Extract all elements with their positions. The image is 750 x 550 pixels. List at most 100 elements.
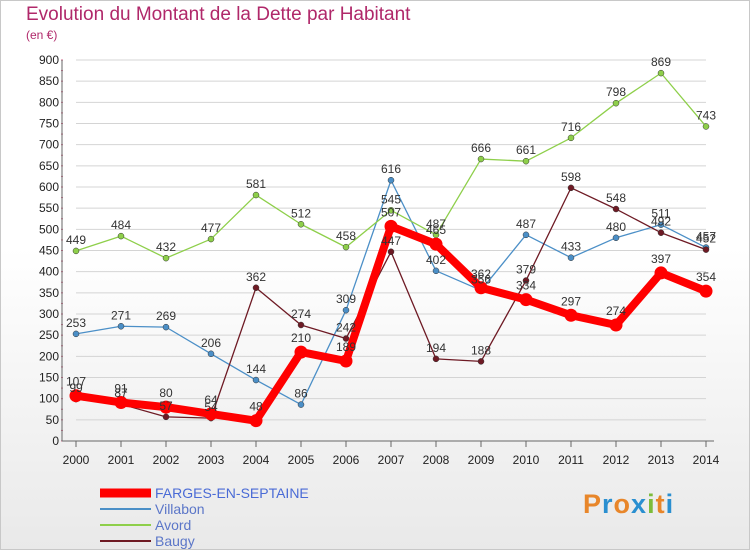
legend-label: FARGES-EN-SEPTAINE bbox=[155, 485, 309, 501]
data-label: 91 bbox=[114, 381, 128, 395]
data-label: 743 bbox=[696, 108, 716, 122]
data-point bbox=[252, 191, 260, 199]
y-tick-label: 550 bbox=[39, 201, 59, 215]
data-point bbox=[612, 205, 620, 213]
legend-label: Avord bbox=[155, 517, 191, 533]
data-point bbox=[567, 254, 575, 261]
y-tick-labels: 0 50 100 150 200 250 300 350 400 450 500 550 600 650 7… bbox=[39, 53, 59, 448]
data-point bbox=[159, 400, 173, 414]
data-label: 297 bbox=[561, 294, 581, 308]
data-point bbox=[429, 237, 443, 251]
data-label: 484 bbox=[111, 218, 131, 232]
data-point bbox=[117, 323, 125, 330]
data-label: 397 bbox=[651, 252, 671, 266]
data-label: 354 bbox=[696, 270, 716, 284]
data-label: 80 bbox=[159, 386, 173, 400]
data-label: 362 bbox=[246, 270, 266, 284]
y-tick-label: 750 bbox=[39, 117, 59, 131]
legend-label: Villabon bbox=[155, 501, 205, 517]
y-tick-label: 800 bbox=[39, 95, 59, 109]
data-label: 492 bbox=[651, 215, 671, 229]
data-label: 433 bbox=[561, 240, 581, 254]
data-labels: 253 271 269 206 144 86 309 616 402 356 487 433 480 51… bbox=[66, 55, 716, 414]
chart-unit: (en €) bbox=[26, 28, 58, 42]
y-tick-label: 500 bbox=[39, 222, 59, 236]
data-label: 716 bbox=[561, 120, 581, 134]
x-tick-label: 2000 bbox=[63, 453, 90, 467]
y-tick-label: 700 bbox=[39, 138, 59, 152]
data-point bbox=[297, 321, 305, 329]
data-point bbox=[162, 323, 170, 331]
data-point bbox=[474, 281, 488, 295]
data-label: 99 bbox=[69, 381, 83, 395]
data-label: 598 bbox=[561, 170, 581, 184]
data-point bbox=[702, 246, 710, 253]
y-tick-label: 400 bbox=[39, 265, 59, 279]
logo-letter: o bbox=[613, 489, 632, 519]
data-label: 86 bbox=[294, 387, 308, 401]
data-point bbox=[339, 354, 353, 368]
data-point bbox=[204, 407, 218, 421]
data-label: 87 bbox=[114, 386, 128, 400]
y-tick-label: 150 bbox=[39, 371, 59, 385]
data-point bbox=[249, 414, 263, 428]
data-label: 480 bbox=[606, 220, 626, 234]
x-tick-labels: 2000 2001 2002 2003 2004 2005 2006 2007 2008 2009… bbox=[63, 453, 720, 467]
data-label: 545 bbox=[381, 192, 401, 206]
data-label: 616 bbox=[381, 162, 401, 176]
x-tick-label: 2012 bbox=[603, 453, 630, 467]
data-point bbox=[654, 266, 668, 280]
x-tick-label: 2004 bbox=[243, 453, 270, 467]
axes bbox=[61, 59, 714, 447]
data-point bbox=[117, 232, 125, 240]
data-point bbox=[477, 358, 485, 365]
data-point bbox=[114, 395, 128, 409]
data-label: 869 bbox=[651, 55, 671, 69]
x-tick-label: 2008 bbox=[423, 453, 450, 467]
y-tick-label: 900 bbox=[39, 53, 59, 67]
data-point bbox=[387, 207, 395, 214]
x-tick-label: 2006 bbox=[333, 453, 360, 467]
data-point bbox=[702, 123, 710, 130]
y-tick-label: 650 bbox=[39, 159, 59, 173]
y-tick-label: 200 bbox=[39, 349, 59, 363]
data-label: 449 bbox=[66, 233, 86, 247]
data-point bbox=[72, 330, 80, 338]
data-point bbox=[477, 155, 485, 163]
y-tick-label: 250 bbox=[39, 328, 59, 342]
data-point bbox=[657, 229, 665, 236]
data-label: 452 bbox=[696, 232, 716, 246]
data-label: 661 bbox=[516, 143, 536, 157]
x-tick-label: 2003 bbox=[198, 453, 225, 467]
data-label: 274 bbox=[291, 307, 311, 321]
data-label: 548 bbox=[606, 191, 626, 205]
logo-letter: x bbox=[631, 489, 648, 519]
logo-letter: i bbox=[647, 489, 656, 519]
data-label: 511 bbox=[651, 207, 670, 221]
x-tick-label: 2013 bbox=[648, 453, 675, 467]
data-point bbox=[297, 401, 305, 408]
x-tick-label: 2002 bbox=[153, 453, 180, 467]
logo-letter: t bbox=[655, 489, 666, 519]
grid-lines bbox=[76, 59, 706, 421]
data-label: 512 bbox=[291, 206, 311, 220]
x-tick-label: 2011 bbox=[558, 453, 584, 467]
data-label: 57 bbox=[159, 399, 173, 413]
data-label: 210 bbox=[291, 331, 311, 345]
data-label: 465 bbox=[426, 223, 446, 237]
data-point bbox=[564, 308, 578, 322]
data-label: 253 bbox=[66, 316, 86, 330]
data-label: 798 bbox=[606, 85, 626, 99]
data-point bbox=[69, 389, 83, 403]
data-label: 189 bbox=[336, 340, 356, 354]
data-point bbox=[384, 219, 398, 233]
data-point bbox=[567, 134, 575, 142]
data-label: 457 bbox=[696, 230, 716, 244]
data-label: 487 bbox=[426, 217, 446, 231]
y-tick-label: 0 bbox=[52, 434, 59, 448]
data-point bbox=[519, 293, 533, 307]
data-label: 64 bbox=[204, 393, 218, 407]
data-label: 271 bbox=[111, 308, 131, 322]
